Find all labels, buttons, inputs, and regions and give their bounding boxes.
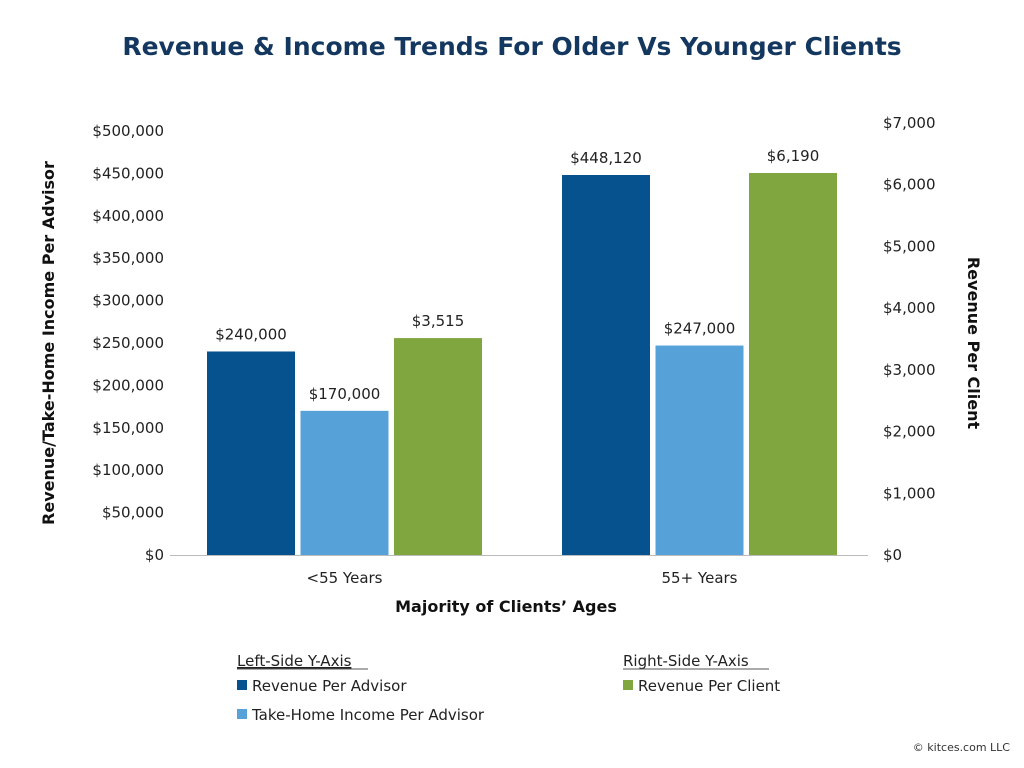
left-y-axis-ticks: $0 $50,000 $100,000 $150,000 $200,000 $250,00… (92, 122, 164, 564)
bars: $240,000 $170,000 $3,515 $448,120 $247,000 $6… (207, 147, 837, 555)
legend-swatch-revenue-per-client (623, 680, 633, 690)
data-label: $448,120 (570, 149, 642, 167)
legend-label-take-home-income: Take-Home Income Per Advisor (251, 706, 485, 724)
right-y-tick-label: $1,000 (883, 484, 936, 502)
chart-title: Revenue & Income Trends For Older Vs You… (122, 32, 901, 61)
left-y-tick-label: $450,000 (92, 164, 164, 182)
legend-left-heading: Left-Side Y-Axis (237, 652, 352, 670)
left-y-tick-label: $100,000 (92, 461, 164, 479)
left-y-tick-label: $500,000 (92, 122, 164, 140)
right-y-tick-label: $7,000 (883, 114, 936, 132)
data-label: $3,515 (412, 312, 465, 330)
data-label: $247,000 (664, 320, 736, 338)
left-y-tick-label: $200,000 (92, 376, 164, 394)
left-y-tick-label: $50,000 (102, 504, 164, 522)
x-category-label: <55 Years (307, 569, 383, 587)
left-y-tick-label: $150,000 (92, 419, 164, 437)
left-y-tick-label: $400,000 (92, 207, 164, 225)
x-axis-title: Majority of Clients’ Ages (395, 597, 617, 616)
legend-right-heading: Right-Side Y-Axis (623, 652, 749, 670)
legend-swatch-take-home-income (237, 709, 247, 719)
bar-revenue-per-advisor-1 (562, 174, 650, 555)
legend-swatch-revenue-per-advisor (237, 680, 247, 690)
left-y-tick-label: $350,000 (92, 249, 164, 267)
bar-take-home-income-per-advisor-1 (655, 345, 744, 555)
copyright: © kitces.com LLC (913, 741, 1011, 754)
left-y-axis-title: Revenue/Take-Home Income Per Advisor (39, 161, 58, 525)
right-y-tick-label: $3,000 (883, 361, 936, 379)
right-y-tick-label: $0 (883, 546, 902, 564)
right-y-tick-label: $5,000 (883, 237, 936, 255)
bar-revenue-per-advisor-0 (207, 351, 295, 555)
bar-take-home-income-per-advisor-0 (300, 410, 389, 555)
bar-revenue-per-client-0 (394, 338, 482, 555)
x-axis-categories: <55 Years 55+ Years (307, 569, 738, 587)
left-y-tick-label: $250,000 (92, 334, 164, 352)
left-y-tick-label: $300,000 (92, 292, 164, 310)
data-label: $240,000 (215, 325, 287, 343)
right-y-axis-ticks: $0 $1,000 $2,000 $3,000 $4,000 $5,000 $6,000 $7… (883, 114, 936, 564)
legend-label-revenue-per-client: Revenue Per Client (638, 677, 780, 695)
left-y-tick-label: $0 (145, 546, 164, 564)
legend-label-revenue-per-advisor: Revenue Per Advisor (252, 677, 407, 695)
x-category-label: 55+ Years (662, 569, 738, 587)
right-y-tick-label: $2,000 (883, 423, 936, 441)
right-y-tick-label: $6,000 (883, 176, 936, 194)
data-label: $170,000 (309, 385, 381, 403)
right-y-tick-label: $4,000 (883, 299, 936, 317)
right-y-axis-title: Revenue Per Client (964, 257, 983, 430)
bar-revenue-per-client-1 (749, 172, 837, 555)
data-label: $6,190 (767, 147, 820, 165)
legend: Left-Side Y-Axis Revenue Per Advisor Tak… (237, 652, 780, 724)
